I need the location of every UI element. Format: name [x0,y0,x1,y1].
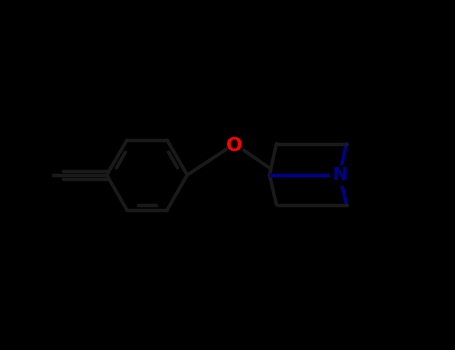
Text: N: N [332,166,347,184]
Point [231,142,238,148]
Text: O: O [226,136,243,155]
Point [336,172,343,178]
Text: N: N [332,166,347,184]
